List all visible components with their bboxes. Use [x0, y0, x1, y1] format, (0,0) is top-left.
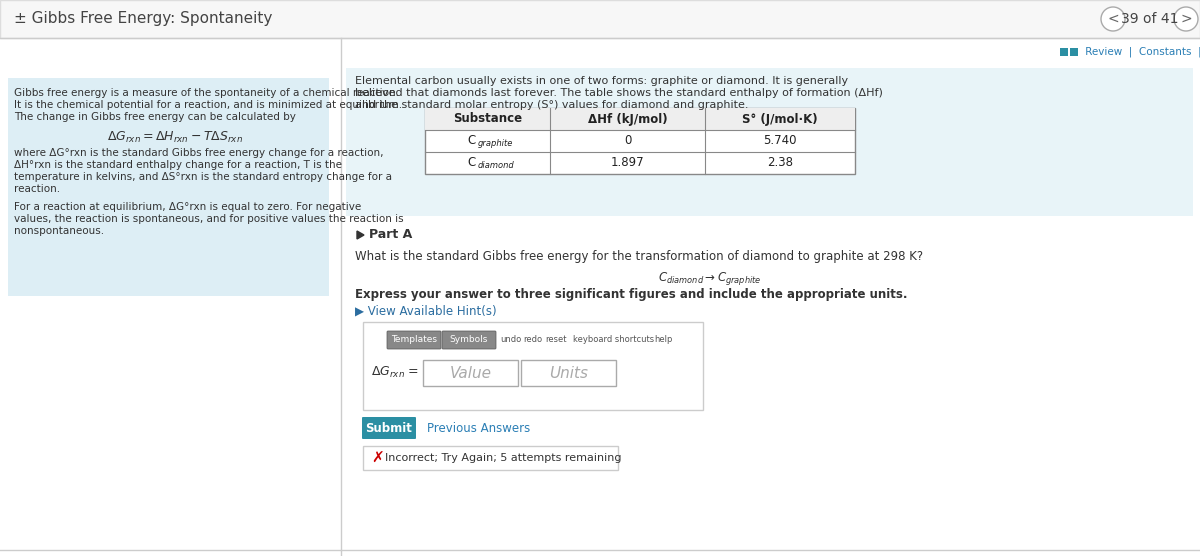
FancyBboxPatch shape	[1070, 48, 1078, 56]
Polygon shape	[358, 231, 364, 239]
Text: Previous Answers: Previous Answers	[427, 421, 530, 434]
Text: temperature in kelvins, and ΔS°rxn is the standard entropy change for a: temperature in kelvins, and ΔS°rxn is th…	[14, 172, 392, 182]
FancyBboxPatch shape	[364, 446, 618, 470]
Text: Review  |  Constants  |  Periodic Table: Review | Constants | Periodic Table	[1082, 47, 1200, 57]
Text: nonspontaneous.: nonspontaneous.	[14, 226, 104, 236]
Text: and the standard molar entropy (S°) values for diamond and graphite.: and the standard molar entropy (S°) valu…	[355, 100, 749, 110]
Text: $C_{diamond} \rightarrow C_{graphite}$: $C_{diamond} \rightarrow C_{graphite}$	[659, 270, 762, 287]
FancyBboxPatch shape	[425, 108, 854, 174]
Text: Units: Units	[550, 365, 588, 380]
Text: What is the standard Gibbs free energy for the transformation of diamond to grap: What is the standard Gibbs free energy f…	[355, 250, 923, 263]
Text: 0: 0	[624, 135, 631, 147]
Text: reset: reset	[546, 335, 568, 345]
FancyBboxPatch shape	[0, 0, 1200, 38]
Text: Part A: Part A	[370, 229, 413, 241]
Text: Templates: Templates	[391, 335, 437, 345]
Text: Elemental carbon usually exists in one of two forms: graphite or diamond. It is : Elemental carbon usually exists in one o…	[355, 76, 848, 86]
Text: Value: Value	[450, 365, 492, 380]
Text: Substance: Substance	[452, 112, 522, 126]
Text: believed that diamonds last forever. The table shows the standard enthalpy of fo: believed that diamonds last forever. The…	[355, 88, 883, 98]
Text: It is the chemical potential for a reaction, and is minimized at equilibrium.: It is the chemical potential for a react…	[14, 100, 402, 110]
Text: $\Delta G_{rxn} = \Delta H_{rxn} - T\Delta S_{rxn}$: $\Delta G_{rxn} = \Delta H_{rxn} - T\Del…	[107, 130, 244, 145]
Text: reaction.: reaction.	[14, 184, 60, 194]
Text: graphite: graphite	[478, 140, 512, 148]
Text: <: <	[1108, 12, 1118, 26]
Text: C: C	[467, 156, 475, 170]
Text: Submit: Submit	[366, 421, 413, 434]
FancyBboxPatch shape	[386, 331, 442, 349]
Text: values, the reaction is spontaneous, and for positive values the reaction is: values, the reaction is spontaneous, and…	[14, 214, 403, 224]
FancyBboxPatch shape	[442, 331, 496, 349]
Text: Gibbs free energy is a measure of the spontaneity of a chemical reaction.: Gibbs free energy is a measure of the sp…	[14, 88, 398, 98]
FancyBboxPatch shape	[521, 360, 616, 386]
Text: keyboard shortcuts: keyboard shortcuts	[572, 335, 654, 345]
Text: C: C	[467, 135, 475, 147]
Text: ± Gibbs Free Energy: Spontaneity: ± Gibbs Free Energy: Spontaneity	[14, 12, 272, 27]
Text: >: >	[1180, 12, 1192, 26]
FancyBboxPatch shape	[424, 360, 518, 386]
Text: 5.740: 5.740	[763, 135, 797, 147]
Text: help: help	[654, 335, 672, 345]
Text: ΔH°rxn is the standard enthalpy change for a reaction, T is the: ΔH°rxn is the standard enthalpy change f…	[14, 160, 342, 170]
Text: $\Delta G_{rxn}$ =: $\Delta G_{rxn}$ =	[371, 364, 419, 380]
Text: diamond: diamond	[478, 161, 515, 171]
Circle shape	[1102, 7, 1126, 31]
Text: Symbols: Symbols	[450, 335, 488, 345]
FancyBboxPatch shape	[346, 68, 1193, 216]
Text: where ΔG°rxn is the standard Gibbs free energy change for a reaction,: where ΔG°rxn is the standard Gibbs free …	[14, 148, 384, 158]
Text: The change in Gibbs free energy can be calculated by: The change in Gibbs free energy can be c…	[14, 112, 296, 122]
Text: 1.897: 1.897	[611, 156, 644, 170]
Text: redo: redo	[523, 335, 542, 345]
FancyBboxPatch shape	[1060, 48, 1068, 56]
Text: ▶ View Available Hint(s): ▶ View Available Hint(s)	[355, 305, 497, 318]
Text: Express your answer to three significant figures and include the appropriate uni: Express your answer to three significant…	[355, 288, 907, 301]
Circle shape	[1174, 7, 1198, 31]
Text: 2.38: 2.38	[767, 156, 793, 170]
Text: For a reaction at equilibrium, ΔG°rxn is equal to zero. For negative: For a reaction at equilibrium, ΔG°rxn is…	[14, 202, 361, 212]
FancyBboxPatch shape	[8, 78, 329, 296]
Text: ✗: ✗	[371, 450, 384, 465]
Text: 39 of 41: 39 of 41	[1121, 12, 1178, 26]
Text: ΔHf (kJ/mol): ΔHf (kJ/mol)	[588, 112, 667, 126]
FancyBboxPatch shape	[362, 417, 416, 439]
Text: S° (J/mol·K): S° (J/mol·K)	[742, 112, 818, 126]
Text: undo: undo	[500, 335, 521, 345]
Text: Incorrect; Try Again; 5 attempts remaining: Incorrect; Try Again; 5 attempts remaini…	[385, 453, 622, 463]
FancyBboxPatch shape	[425, 108, 854, 130]
FancyBboxPatch shape	[364, 322, 703, 410]
